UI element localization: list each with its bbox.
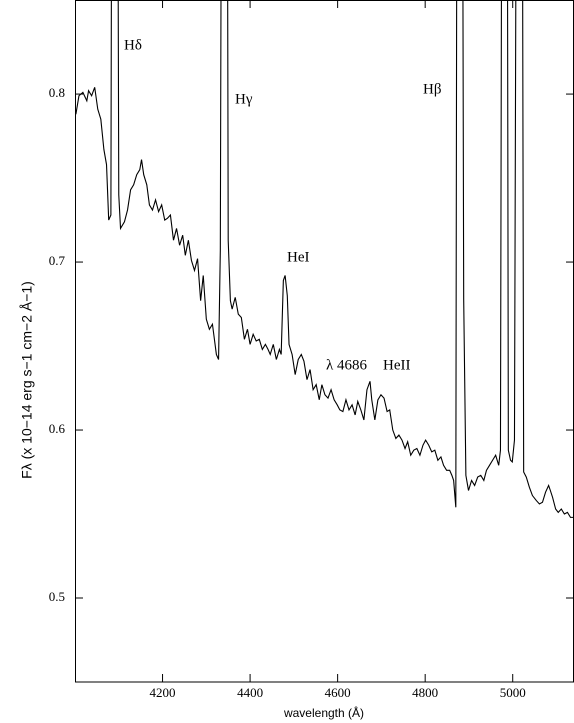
- x-tick-label: 4600: [325, 685, 351, 700]
- y-axis-label: Fλ (x 10−14 erg s−1 cm−2 Å−1): [19, 281, 35, 479]
- line-annotation: HeI: [287, 249, 310, 265]
- y-tick-label: 0.8: [49, 85, 65, 100]
- x-tick-label: 4400: [237, 685, 263, 700]
- line-annotation: Hγ: [235, 91, 253, 107]
- line-annotation: HeII: [383, 357, 410, 373]
- x-tick-label: 4800: [412, 685, 438, 700]
- line-annotation: λ 4686: [326, 357, 368, 373]
- plot-frame: [75, 0, 574, 683]
- line-annotation: Hβ: [423, 81, 441, 97]
- y-tick-label: 0.6: [49, 421, 66, 436]
- y-tick-label: 0.5: [49, 589, 65, 604]
- y-tick-label: 0.7: [49, 253, 66, 268]
- x-axis-label: wavelength (Å): [283, 705, 364, 720]
- line-annotation: Hδ: [124, 37, 142, 53]
- spectrum-line: [75, 0, 574, 518]
- x-tick-label: 4200: [150, 685, 176, 700]
- x-tick-label: 5000: [500, 685, 526, 700]
